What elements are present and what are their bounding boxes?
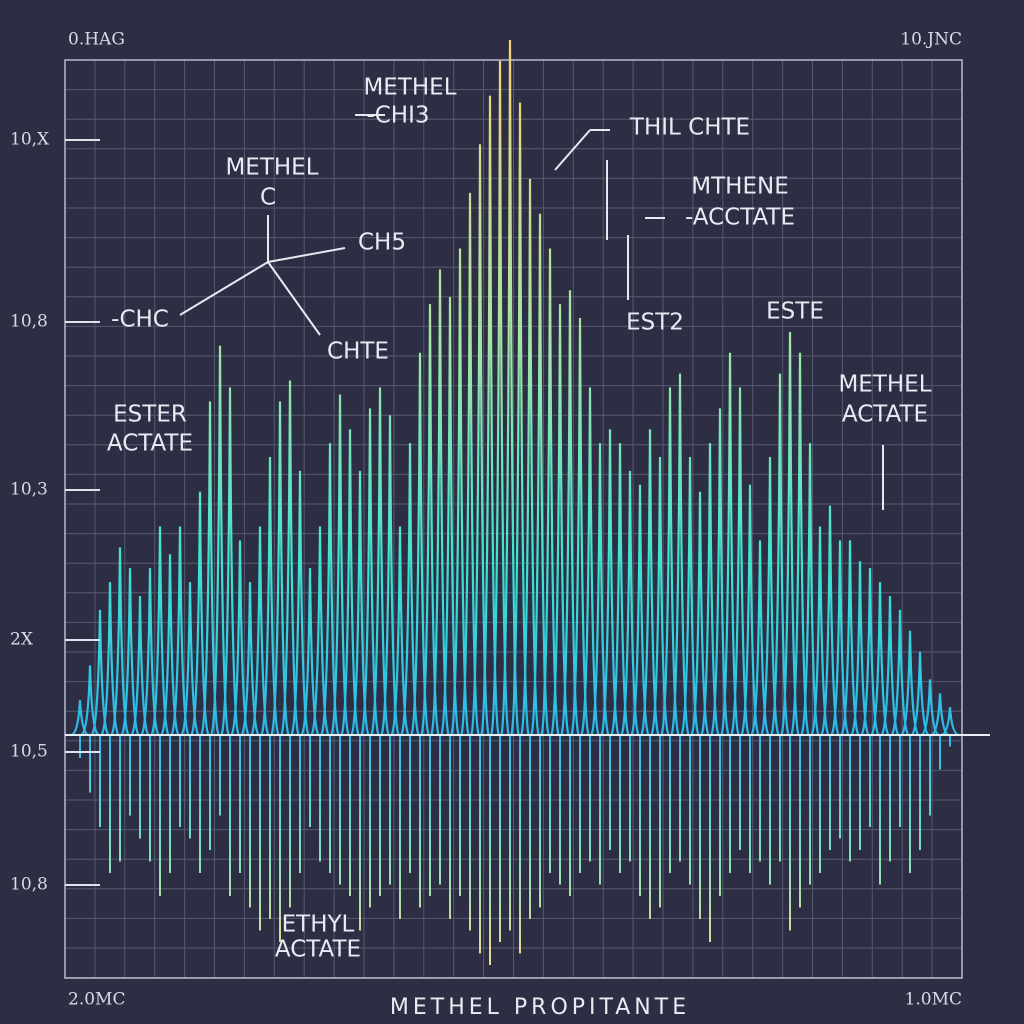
peak [89, 609, 111, 737]
molecule [179, 114, 884, 510]
peak [239, 582, 261, 737]
annotation: CH5 [358, 230, 406, 256]
annotation: METHEL [838, 372, 931, 398]
y-label: 2X [10, 630, 34, 650]
annotation: -CHI3 [366, 103, 429, 129]
annotation: METHEL [363, 75, 456, 101]
peak [940, 707, 960, 737]
corner-label: 10.JNC [900, 30, 962, 50]
annotation: CHTE [327, 339, 389, 365]
annotation: EST2 [626, 310, 684, 336]
y-label: 10,X [10, 130, 50, 150]
annotation: -ACCTATE [685, 205, 795, 231]
peak [99, 582, 121, 737]
peak [299, 568, 321, 737]
annotation: METHEL [225, 155, 318, 181]
annotation: ETHYL [282, 912, 355, 938]
annotation: ACTATE [842, 402, 928, 428]
corner-label: 2.0MC [68, 990, 125, 1010]
peak [219, 387, 241, 737]
annotation: -CHC [111, 307, 169, 333]
grid [64, 59, 963, 979]
y-label: 10,5 [10, 742, 48, 762]
annotation: MTHENE [691, 174, 788, 200]
y-label: 10,3 [10, 480, 48, 500]
peak [129, 595, 151, 737]
annotation: C [260, 185, 276, 211]
spectrum [70, 39, 960, 965]
y-label: 10,8 [10, 312, 48, 332]
peak [749, 540, 771, 737]
peak [159, 554, 181, 737]
plot-frame [64, 59, 963, 979]
corner-label: 0.HAG [68, 30, 125, 50]
chart-title: METHEL PROPITANTE [390, 995, 690, 1020]
corner-label: 1.0MC [905, 990, 962, 1010]
annotation: ESTER [113, 402, 187, 428]
peak [139, 568, 161, 737]
y-label: 10,8 [10, 875, 48, 895]
annotation: ACTATE [275, 937, 361, 963]
peak [179, 582, 201, 737]
annotation: ACTATE [107, 431, 193, 457]
annotation: ESTE [766, 299, 824, 325]
peak [80, 665, 100, 737]
peak [809, 526, 831, 737]
peak [70, 700, 90, 737]
annotation: THIL CHTE [629, 115, 750, 141]
